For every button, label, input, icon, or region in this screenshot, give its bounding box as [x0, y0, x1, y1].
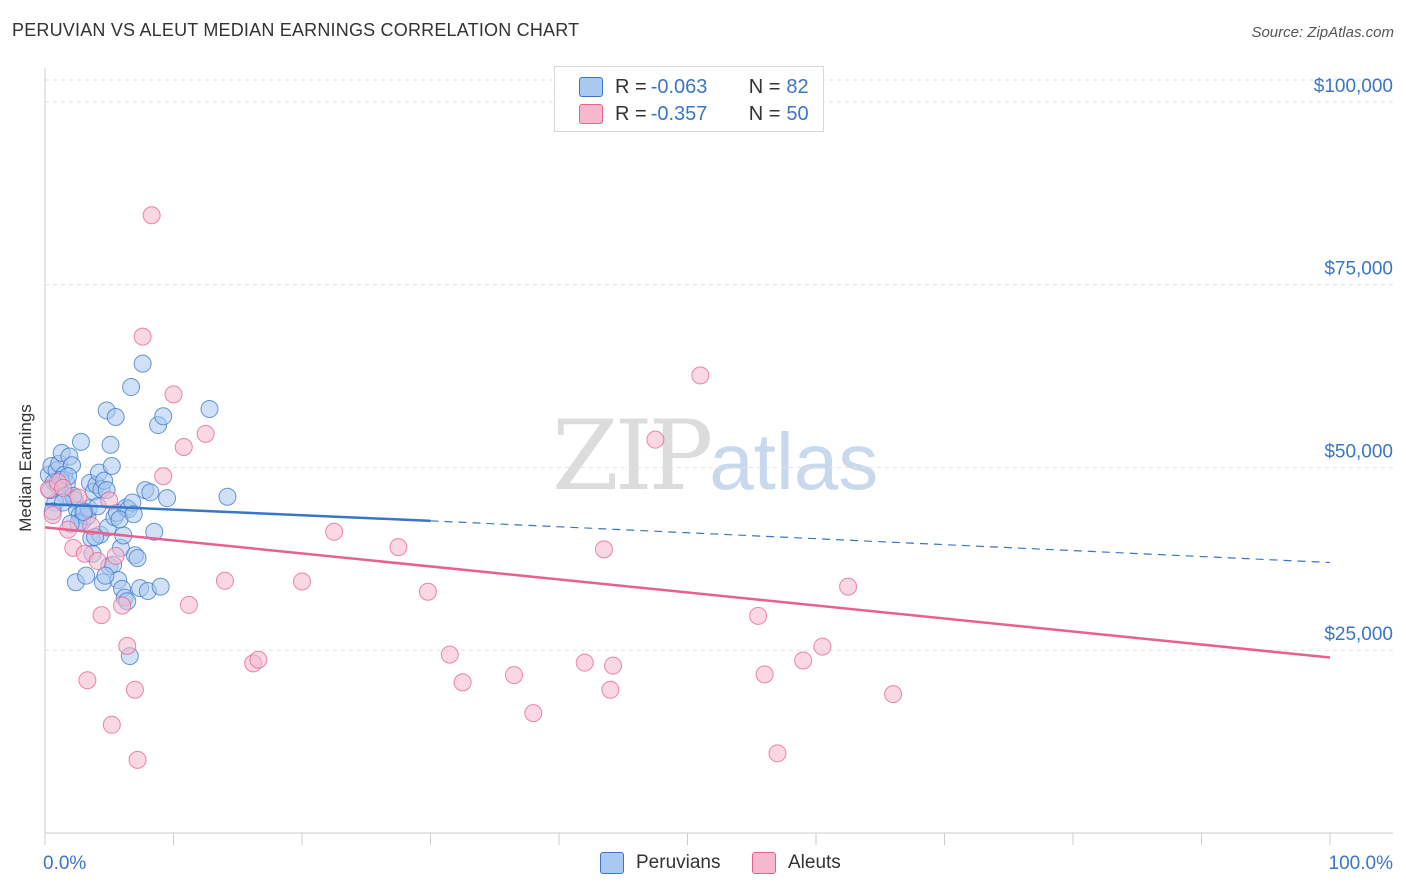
x-tick-label: 0.0%: [43, 853, 86, 874]
data-point-aleuts: [128, 750, 147, 769]
data-point-peruvians: [128, 549, 147, 568]
trend-line-peruvians: [44, 502, 431, 523]
data-point-aleuts: [325, 522, 344, 541]
data-point-peruvians: [133, 354, 152, 373]
data-point-aleuts: [215, 571, 234, 590]
data-point-aleuts: [453, 673, 472, 692]
legend-row-aleuts: R = -0.357 N = 50: [579, 101, 809, 127]
data-point-aleuts: [88, 552, 107, 571]
trend-line-extension-peruvians: [430, 520, 1331, 564]
data-point-aleuts: [749, 606, 768, 625]
data-point-peruvians: [124, 505, 143, 524]
data-point-aleuts: [82, 516, 101, 535]
data-point-aleuts: [142, 206, 161, 225]
legend-swatch-peruvians: [600, 852, 624, 874]
legend-swatch-aleuts: [752, 852, 776, 874]
data-point-aleuts: [164, 385, 183, 404]
data-point-aleuts: [92, 606, 111, 625]
data-point-aleuts: [601, 680, 620, 699]
data-point-aleuts: [813, 637, 832, 656]
trend-line-aleuts: [44, 526, 1331, 659]
legend-swatch-peruvians: [579, 77, 603, 97]
data-point-aleuts: [106, 546, 125, 565]
data-point-aleuts: [43, 505, 62, 524]
data-point-peruvians: [145, 522, 164, 541]
y-tick-label: $25,000: [1324, 624, 1393, 645]
data-point-aleuts: [768, 744, 787, 763]
data-point-aleuts: [524, 704, 543, 723]
legend-label-aleuts: Aleuts: [788, 852, 841, 873]
data-point-peruvians: [71, 432, 90, 451]
n-value-peruvians: 82: [786, 75, 809, 98]
chart-title: PERUVIAN VS ALEUT MEDIAN EARNINGS CORREL…: [12, 20, 580, 40]
data-point-aleuts: [102, 715, 121, 734]
y-tick-label: $75,000: [1324, 259, 1393, 280]
series-legend: Peruvians Aleuts: [0, 852, 1406, 878]
data-point-aleuts: [133, 327, 152, 346]
data-point-peruvians: [77, 566, 96, 585]
data-point-aleuts: [575, 653, 594, 672]
data-point-peruvians: [158, 489, 177, 508]
data-point-aleuts: [603, 656, 622, 675]
data-point-aleuts: [691, 366, 710, 385]
data-point-aleuts: [113, 596, 132, 615]
data-point-aleuts: [118, 636, 137, 655]
data-point-aleuts: [646, 430, 665, 449]
watermark-atlas: atlas: [709, 417, 879, 506]
data-point-aleuts: [100, 491, 119, 510]
data-point-aleuts: [794, 651, 813, 670]
r-value-peruvians: -0.063: [650, 75, 708, 98]
data-point-aleuts: [418, 582, 437, 601]
data-point-peruvians: [200, 399, 219, 418]
data-point-peruvians: [96, 566, 115, 585]
legend-item-peruvians[interactable]: Peruvians: [600, 852, 721, 874]
correlation-legend: R = -0.063 N = 82 R = -0.357 N = 50: [554, 66, 824, 132]
r-value-aleuts: -0.357: [650, 102, 708, 125]
data-point-aleuts: [884, 685, 903, 704]
legend-item-aleuts[interactable]: Aleuts: [752, 852, 841, 874]
data-point-aleuts: [53, 478, 72, 497]
r-label: R =: [615, 75, 647, 98]
data-point-peruvians: [101, 435, 120, 454]
data-point-aleuts: [125, 680, 144, 699]
data-point-aleuts: [440, 645, 459, 664]
legend-row-peruvians: R = -0.063 N = 82: [579, 74, 809, 100]
data-point-peruvians: [102, 457, 121, 476]
data-point-peruvians: [218, 487, 237, 506]
data-point-aleuts: [594, 540, 613, 559]
data-point-aleuts: [154, 467, 173, 486]
data-point-peruvians: [141, 483, 160, 502]
watermark: ZIPatlas: [552, 400, 878, 512]
n-value-aleuts: 50: [786, 102, 809, 125]
data-point-aleuts: [179, 595, 198, 614]
data-point-aleuts: [755, 665, 774, 684]
data-point-peruvians: [151, 577, 170, 596]
data-point-aleuts: [389, 538, 408, 557]
data-point-peruvians: [122, 378, 141, 397]
data-point-peruvians: [106, 408, 125, 427]
n-label: N =: [748, 102, 781, 125]
data-point-aleuts: [174, 437, 193, 456]
data-point-aleuts: [78, 671, 97, 690]
data-point-peruvians: [154, 407, 173, 426]
data-point-aleuts: [505, 666, 524, 685]
x-tick-label: 100.0%: [1329, 853, 1394, 874]
legend-label-peruvians: Peruvians: [636, 852, 721, 873]
source-label: Source: ZipAtlas.com: [1251, 24, 1394, 41]
data-point-aleuts: [69, 488, 88, 507]
legend-swatch-aleuts: [579, 104, 603, 124]
n-label: N =: [748, 75, 781, 98]
data-point-aleuts: [249, 650, 268, 669]
r-label: R =: [615, 102, 647, 125]
y-tick-label: $50,000: [1324, 441, 1393, 462]
y-tick-label: $100,000: [1314, 76, 1393, 97]
data-point-aleuts: [293, 572, 311, 591]
data-point-aleuts: [839, 577, 858, 596]
watermark-zip: ZIP: [552, 400, 713, 512]
data-point-aleuts: [196, 424, 215, 443]
